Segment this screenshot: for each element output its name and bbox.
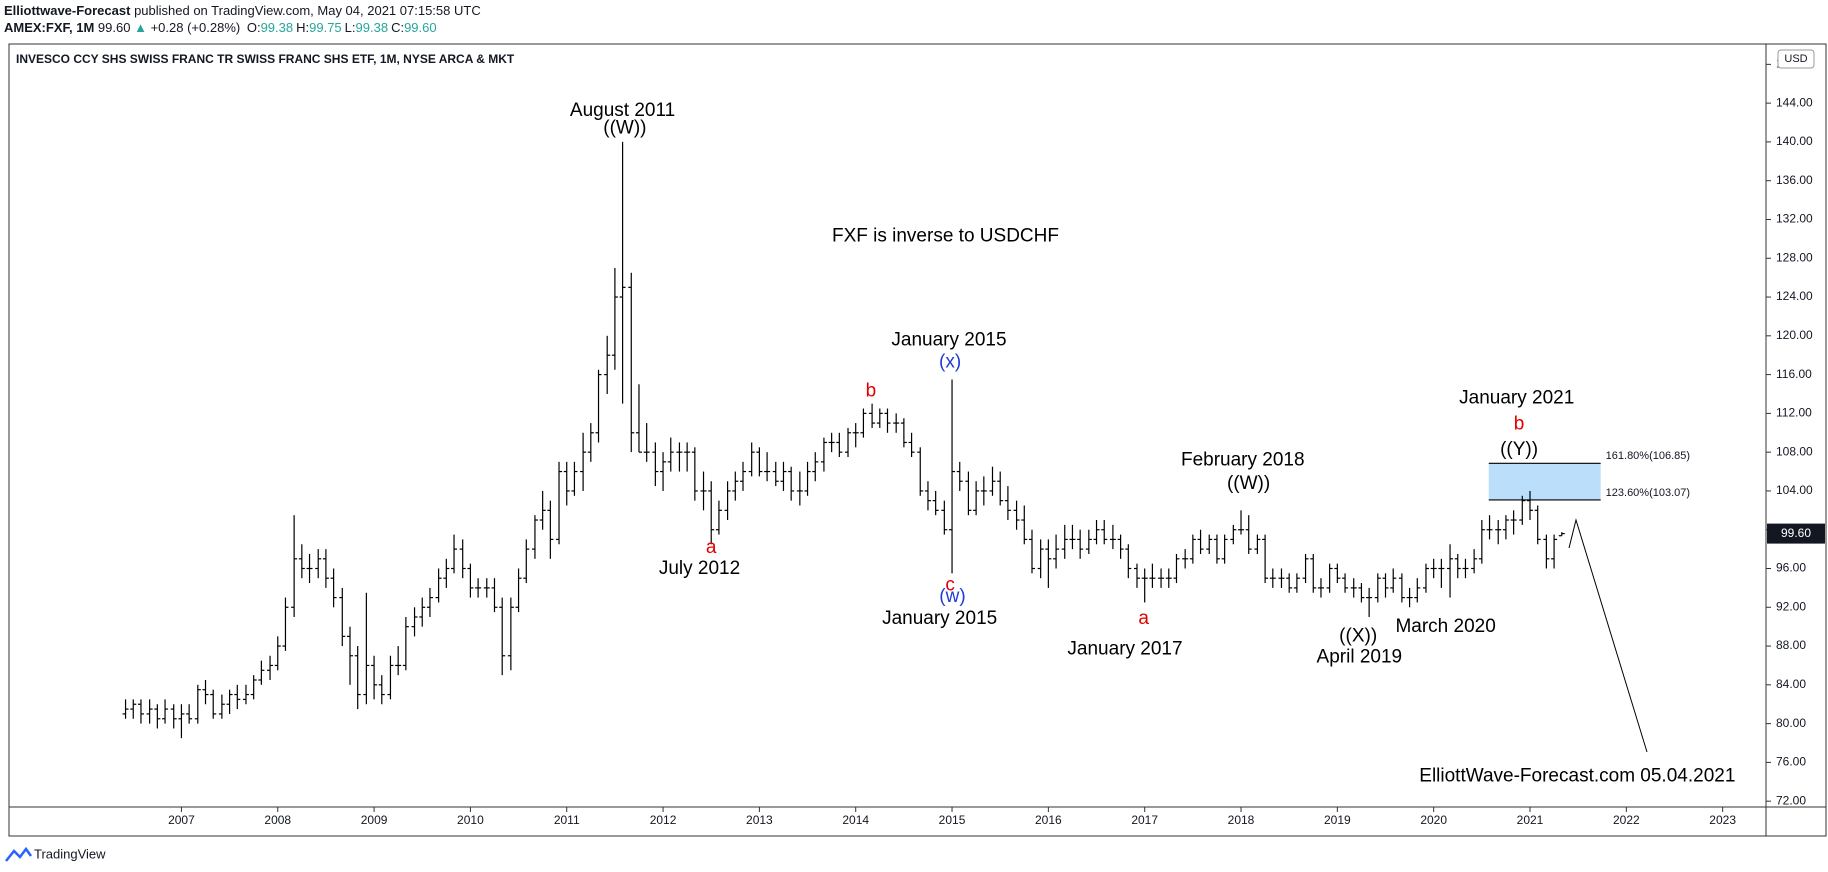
y-tick-label: 128.00 — [1776, 250, 1813, 264]
change: +0.28 (+0.28%) — [150, 20, 241, 35]
annotation: April 2019 — [1317, 647, 1403, 668]
symbol: AMEX:FXF, 1M — [4, 20, 95, 35]
x-tick-label: 2009 — [361, 813, 388, 827]
ohlc-value: 99.60 — [404, 20, 437, 35]
x-tick-label: 2020 — [1420, 813, 1447, 827]
annotation: March 2020 — [1395, 616, 1495, 637]
author: Elliottwave-Forecast — [4, 3, 131, 18]
annotation: ((X)) — [1339, 626, 1377, 647]
y-tick-label: 136.00 — [1776, 173, 1813, 187]
y-tick-label: 116.00 — [1776, 367, 1812, 381]
annotation: ((W)) — [1227, 473, 1270, 494]
annotation: ((Y)) — [1500, 439, 1538, 460]
annotation: July 2012 — [659, 558, 740, 579]
x-tick-label: 2012 — [650, 813, 677, 827]
ohlc-label: H: — [296, 20, 310, 35]
fib-label: 123.60%(103.07) — [1606, 487, 1690, 499]
x-tick-label: 2013 — [746, 813, 773, 827]
price: 99.60 — [97, 20, 131, 35]
annotation: a — [706, 537, 717, 558]
x-tick-label: 2023 — [1709, 813, 1736, 827]
annotation: August 2011 — [570, 100, 675, 121]
annotation: February 2018 — [1181, 450, 1305, 471]
chart-title: INVESCO CCY SHS SWISS FRANC TR SWISS FRA… — [16, 52, 515, 66]
publish-line: Elliottwave-Forecast published on Tradin… — [4, 3, 481, 18]
x-tick-label: 2021 — [1517, 813, 1544, 827]
y-tick-label: 108.00 — [1776, 444, 1813, 458]
y-tick-label: 72.00 — [1776, 793, 1806, 807]
x-tick-label: 2015 — [939, 813, 966, 827]
annotation: January 2015 — [891, 329, 1006, 350]
ohlc-label: O: — [246, 20, 261, 35]
annotation: ((W)) — [603, 117, 646, 138]
annotation: b — [866, 381, 877, 402]
last-price-label: 99.60 — [1781, 526, 1811, 540]
y-tick-label: 76.00 — [1776, 755, 1806, 769]
x-tick-label: 2008 — [264, 813, 291, 827]
annotation: (w) — [939, 586, 965, 607]
y-tick-label: 140.00 — [1776, 134, 1813, 148]
annotation: c — [945, 574, 955, 595]
y-tick-label: 104.00 — [1776, 483, 1813, 497]
y-tick-label: 92.00 — [1776, 599, 1806, 613]
published: published on TradingView.com, May 04, 20… — [134, 3, 481, 18]
x-tick-label: 2010 — [457, 813, 484, 827]
annotation: January 2017 — [1067, 638, 1182, 659]
ohlc-label: C: — [391, 20, 405, 35]
x-tick-label: 2011 — [554, 813, 580, 827]
ohlc-values: O:99.38 H:99.75 L:99.38 C:99.60 — [244, 20, 437, 35]
footer-logo: TradingView — [5, 846, 106, 862]
ohlc-label: L: — [344, 20, 356, 35]
x-tick-label: 2014 — [842, 813, 869, 827]
y-tick-label: 80.00 — [1776, 716, 1806, 730]
arrow: ▲ — [134, 20, 147, 35]
currency-label: USD — [1784, 53, 1807, 65]
annotation: January 2021 — [1459, 388, 1574, 409]
y-tick-label: 112.00 — [1776, 406, 1812, 420]
y-tick-label: 124.00 — [1776, 289, 1813, 303]
x-tick-label: 2019 — [1324, 813, 1351, 827]
y-tick-label: 120.00 — [1776, 328, 1813, 342]
fib-zone — [1488, 463, 1601, 500]
ohlc-value: 99.38 — [260, 20, 294, 35]
annotation: ElliottWave-Forecast.com 05.04.2021 — [1419, 765, 1735, 786]
frame — [8, 43, 1827, 837]
annotation: FXF is inverse to USDCHF — [832, 226, 1059, 247]
fib-label: 161.80%(106.85) — [1606, 450, 1690, 462]
y-tick-label: 84.00 — [1776, 677, 1806, 691]
symbol-line: AMEX:FXF, 1M 99.60 ▲ +0.28 (+0.28%) O:99… — [4, 20, 437, 35]
ohlc-value: 99.38 — [355, 20, 389, 35]
ohlc-value: 99.75 — [309, 20, 342, 35]
footer-brand: TradingView — [34, 846, 106, 861]
logo-icon — [5, 846, 33, 862]
currency-badge — [1777, 49, 1815, 69]
projection-line — [1568, 518, 1648, 753]
y-tick-label: 88.00 — [1776, 638, 1806, 652]
x-tick-label: 2018 — [1228, 813, 1255, 827]
x-tick-label: 2016 — [1035, 813, 1062, 827]
annotation: b — [1514, 413, 1525, 434]
annotation: a — [1138, 608, 1149, 629]
y-tick-label: 96.00 — [1776, 561, 1806, 575]
y-tick-label: 132.00 — [1776, 212, 1813, 226]
annotation: (x) — [939, 352, 961, 373]
last-price-box — [1767, 523, 1825, 544]
annotation: January 2015 — [882, 608, 997, 629]
x-tick-label: 2017 — [1131, 813, 1158, 827]
x-tick-label: 2022 — [1613, 813, 1640, 827]
x-tick-label: 2007 — [168, 813, 195, 827]
y-tick-label: 144.00 — [1776, 95, 1813, 109]
